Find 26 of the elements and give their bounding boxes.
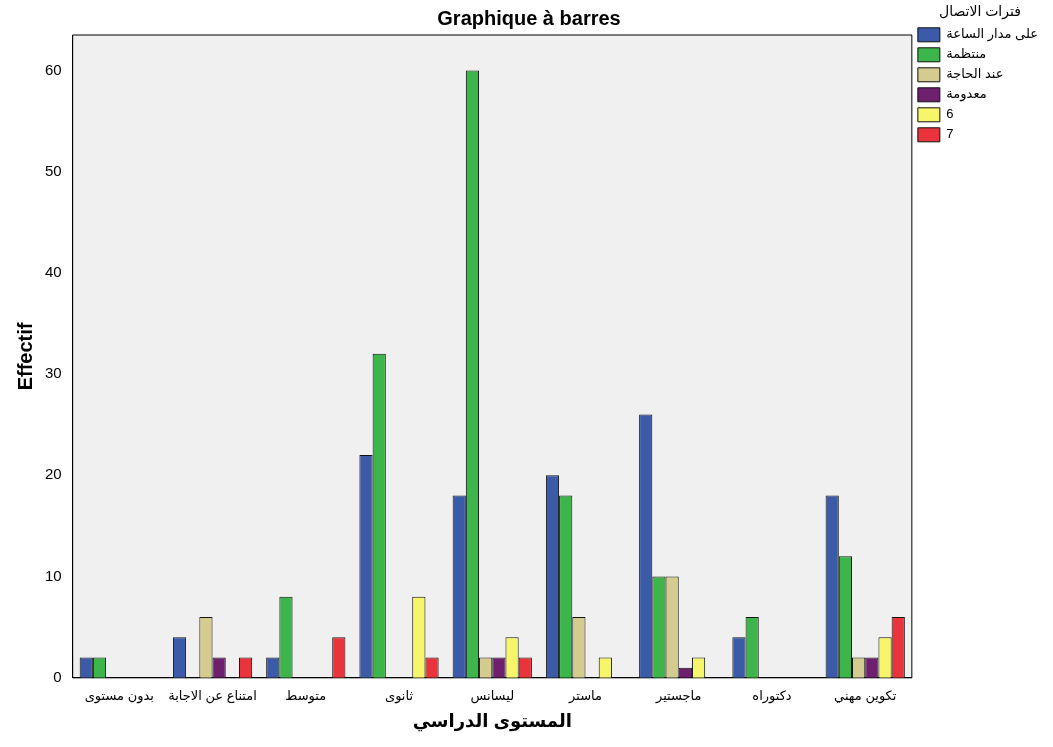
x-tick-label: تكوين مهني [834, 688, 897, 705]
x-tick-label: دكتوراه [752, 688, 792, 705]
x-tick-label: امتناع عن الاجابة [168, 688, 257, 705]
x-tick-label: ثانوى [384, 688, 414, 705]
y-tick-label: 0 [53, 667, 62, 685]
legend-label: 7 [946, 126, 954, 142]
legend-label: على مدار الساعة [946, 26, 1038, 43]
x-tick-label: متوسط [285, 688, 327, 705]
x-axis-title: المستوى الدراسي [412, 711, 572, 733]
y-tick-label: 50 [45, 161, 62, 179]
y-tick-label: 40 [45, 263, 62, 281]
legend-label: عند الحاجة [946, 66, 1004, 82]
legend-label: معدومة [946, 86, 987, 103]
x-tick-label: بدون مستوى [84, 688, 154, 705]
y-tick-label: 30 [45, 364, 62, 382]
legend-title: فترات الاتصال [938, 2, 1021, 20]
y-tick-label: 10 [45, 566, 62, 584]
legend-label: منتظمة [946, 46, 987, 62]
chart-title: Graphique à barres [437, 6, 621, 29]
y-tick-label: 60 [45, 60, 62, 78]
legend-label: 6 [946, 106, 954, 122]
y-tick-label: 20 [45, 465, 62, 483]
x-tick-label: ماستر [568, 688, 602, 705]
x-tick-label: ليسانس [470, 688, 515, 705]
x-tick-label: ماجستير [654, 688, 702, 705]
y-axis-title: Effectif [13, 322, 36, 391]
